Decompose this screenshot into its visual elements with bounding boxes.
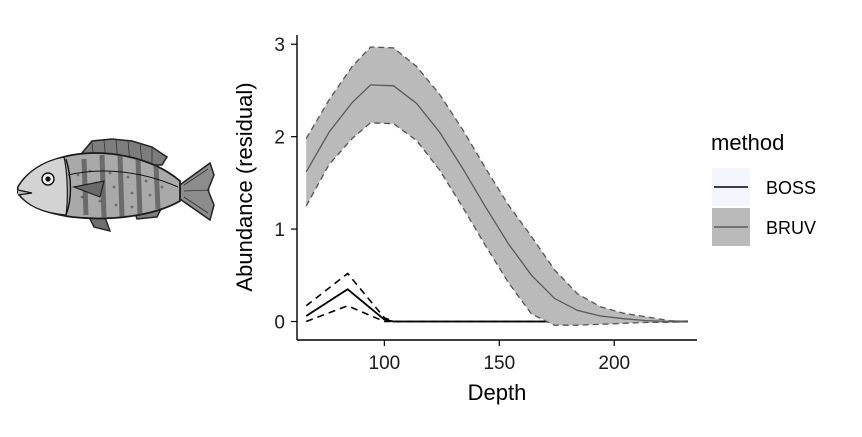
- fish-illustration: [17, 138, 215, 232]
- lower-bound-boss: [305, 304, 688, 323]
- y-axis-title: Abundance (residual): [232, 82, 257, 291]
- legend-label-boss: BOSS: [766, 178, 816, 198]
- ticks: 0 1 2 3 100 150 200: [274, 35, 630, 374]
- x-tick-label-100: 100: [369, 353, 401, 374]
- legend-label-bruv: BRUV: [766, 218, 816, 238]
- x-tick-label-200: 200: [598, 353, 630, 374]
- ribbon-bruv: [306, 47, 688, 326]
- series-line-bruv: [305, 84, 688, 323]
- series-line-boss: [305, 288, 688, 323]
- axes: [296, 35, 697, 341]
- legend-entry-boss: BOSS: [712, 168, 816, 206]
- x-axis-title: Depth: [468, 380, 527, 405]
- y-tick-label-2: 2: [274, 128, 285, 149]
- legend-entry-bruv: BRUV: [712, 208, 816, 246]
- fish-icon: [17, 138, 215, 232]
- legend-title: method: [711, 130, 784, 155]
- lower-bound-bruv: [305, 122, 688, 326]
- legend: method BOSS BRUV: [711, 130, 816, 246]
- y-tick-label-1: 1: [274, 220, 285, 241]
- y-tick-label-0: 0: [274, 313, 285, 334]
- plot-area: [305, 46, 688, 326]
- y-tick-label-3: 3: [274, 35, 285, 56]
- x-tick-label-150: 150: [483, 353, 515, 374]
